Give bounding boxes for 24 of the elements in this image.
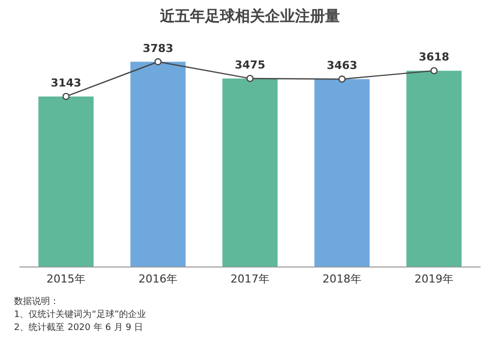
text: 1、仅统计关键词为“足球”的企业	[14, 309, 148, 322]
bar	[314, 79, 370, 267]
point	[246, 74, 254, 82]
chart-title: 近五年足球相关企业注册量	[159, 6, 340, 25]
data-label: 3143	[50, 76, 82, 90]
data-label: 3783	[142, 42, 174, 55]
bar	[406, 70, 462, 267]
x-tick-label: 2018年	[322, 272, 362, 286]
x-tick-label: 2017年	[230, 272, 270, 286]
bar	[130, 62, 186, 267]
data-label: 3475	[234, 58, 266, 72]
x-tick-label: 2019年	[414, 272, 454, 286]
point	[154, 58, 162, 66]
bar	[222, 78, 278, 267]
x-tick-label: 2015年	[46, 272, 86, 286]
bar	[38, 96, 94, 267]
data-label: 3463	[326, 59, 358, 72]
point	[430, 67, 438, 74]
text: 数据说明：	[14, 296, 60, 309]
data-label: 3618	[418, 50, 450, 64]
text: 2、统计截至 2020 年 6 月 9 日	[14, 322, 144, 335]
point	[338, 76, 346, 83]
x-tick-label: 2016年	[138, 272, 178, 286]
point	[62, 92, 70, 100]
